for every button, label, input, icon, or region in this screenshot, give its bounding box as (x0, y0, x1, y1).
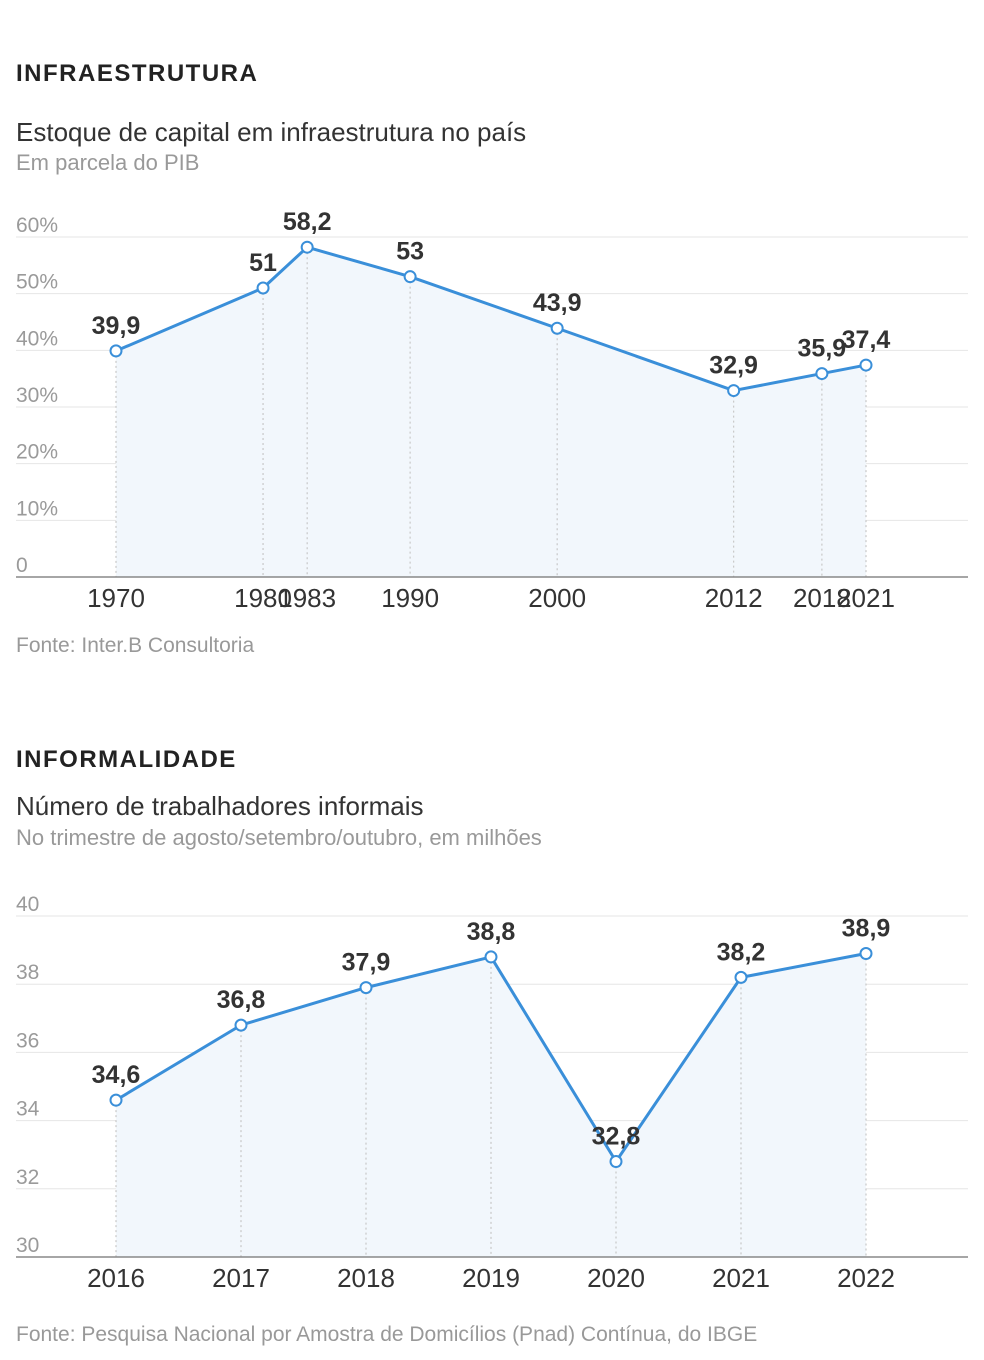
data-point (109, 1093, 123, 1107)
chart-subtitle: No trimestre de agosto/setembro/outubro,… (16, 825, 542, 850)
data-point (550, 321, 564, 335)
data-label: 32,9 (709, 352, 758, 380)
data-label: 53 (396, 238, 424, 266)
area-fill (116, 247, 866, 577)
data-point (256, 281, 270, 295)
data-point (359, 981, 373, 995)
chart-source: Fonte: Inter.B Consultoria (16, 634, 255, 657)
y-tick-label: 40% (16, 327, 58, 350)
data-label: 37,9 (342, 949, 391, 977)
y-tick-label: 36 (16, 1029, 39, 1052)
x-tick-label: 2020 (587, 1263, 645, 1293)
data-label: 38,8 (467, 918, 516, 946)
y-tick-label: 40 (16, 893, 39, 916)
y-tick-label: 34 (16, 1098, 40, 1121)
data-label: 38,2 (717, 938, 766, 966)
chart-kicker: INFRAESTRUTURA (16, 60, 259, 87)
data-point (484, 950, 498, 964)
y-tick-label: 30 (16, 1234, 39, 1257)
x-tick-label: 2018 (793, 583, 851, 613)
data-point (727, 384, 741, 398)
x-tick-label: 1970 (87, 583, 145, 613)
data-label: 36,8 (217, 986, 266, 1014)
x-tick-label: 2000 (528, 583, 586, 613)
y-tick-label: 38 (16, 961, 39, 984)
data-point (109, 344, 123, 358)
x-tick-label: 2012 (705, 583, 763, 613)
data-label: 39,9 (92, 312, 141, 340)
x-tick-label: 2019 (462, 1263, 520, 1293)
x-tick-label: 2016 (87, 1263, 145, 1293)
chart-source: Fonte: Pesquisa Nacional por Amostra de … (16, 1323, 758, 1346)
chart-title: Estoque de capital em infraestrutura no … (16, 117, 527, 147)
data-point (859, 358, 873, 372)
data-label: 38,9 (842, 915, 891, 943)
x-tick-label: 2021 (837, 583, 895, 613)
x-tick-label: 1990 (381, 583, 439, 613)
y-tick-label: 0 (16, 554, 28, 577)
data-point (300, 240, 314, 254)
informalidade-chart-section: 30 32 34 36 38 40 34,6 36,8 37,9 38,8 32,8 38,2 38,9… (0, 680, 984, 1360)
y-tick-label: 20% (16, 441, 58, 464)
data-label: 43,9 (533, 289, 582, 317)
data-point (815, 367, 829, 381)
x-tick-label: 1983 (278, 583, 336, 613)
data-point (234, 1018, 248, 1032)
y-tick-label: 32 (16, 1166, 39, 1189)
informalidade-chart: 30 32 34 36 38 40 34,6 36,8 37,9 38,8 32,8 38,2 38,9… (16, 893, 968, 1293)
data-label: 51 (249, 249, 277, 277)
data-point (609, 1155, 623, 1169)
x-tick-label: 2017 (212, 1263, 270, 1293)
x-tick-label: 2022 (837, 1263, 895, 1293)
data-label: 58,2 (283, 208, 332, 236)
chart-subtitle: Em parcela do PIB (16, 150, 200, 175)
data-point (734, 970, 748, 984)
y-tick-label: 30% (16, 384, 58, 407)
data-label: 34,6 (92, 1061, 141, 1089)
data-point (859, 947, 873, 961)
data-label: 37,4 (842, 326, 891, 354)
data-label: 35,9 (798, 335, 847, 363)
y-tick-label: 10% (16, 497, 58, 520)
data-point (403, 270, 417, 284)
infraestrutura-chart-section: 0 10% 20% 30% 40% 50% 60% 39,9 51 58,2 53 43,9 32,9 3… (16, 60, 968, 657)
chart-title: Número de trabalhadores informais (16, 791, 424, 821)
x-tick-label: 1980 (234, 583, 292, 613)
area-fill (116, 953, 866, 1257)
series-line (115, 245, 867, 393)
x-tick-label: 2018 (337, 1263, 395, 1293)
data-label: 32,8 (592, 1123, 641, 1151)
x-tick-label: 2021 (712, 1263, 770, 1293)
y-tick-label: 60% (16, 214, 58, 237)
y-tick-label: 50% (16, 271, 58, 294)
chart-kicker: INFORMALIDADE (16, 746, 237, 773)
